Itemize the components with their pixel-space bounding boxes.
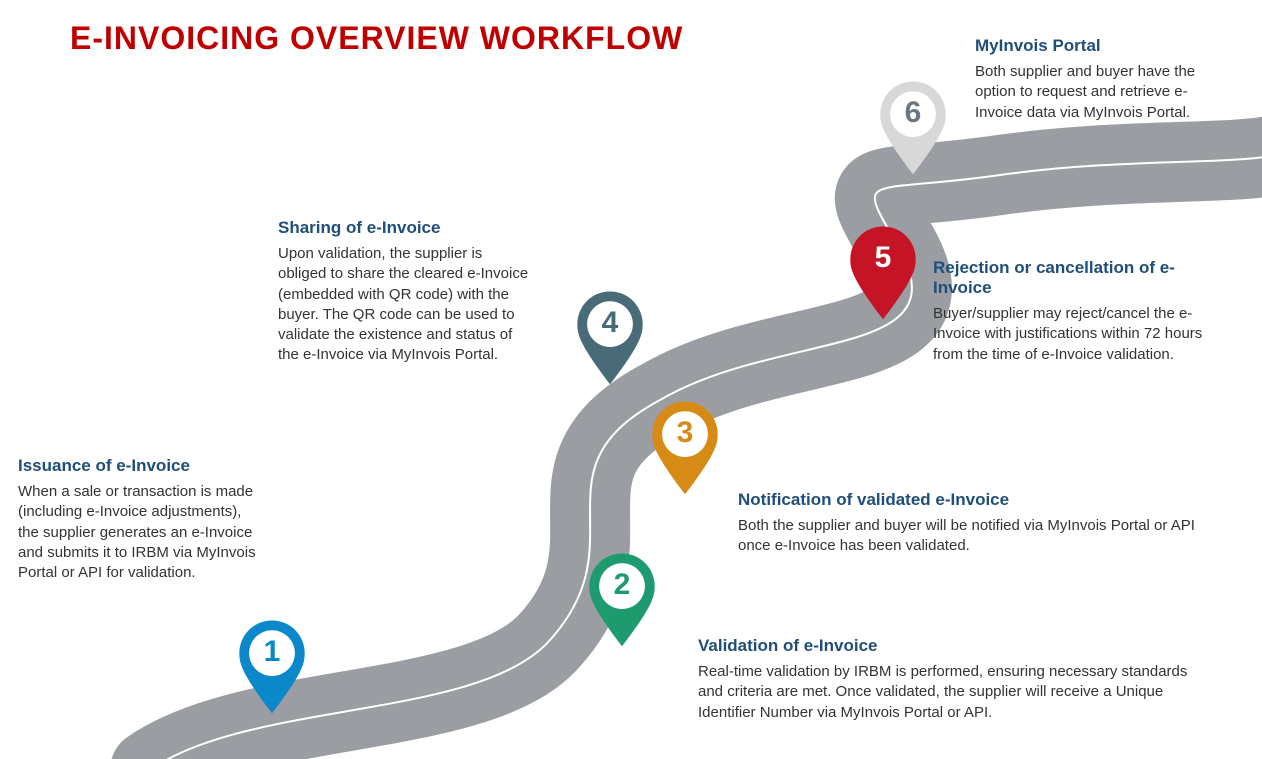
workflow-pin-3: 3 [642,398,728,497]
step-title: Rejection or cancellation of e-Invoice [933,258,1223,298]
step-title: Issuance of e-Invoice [18,456,256,476]
step-title: Sharing of e-Invoice [278,218,533,238]
workflow-step-4: Sharing of e-Invoice Upon validation, the… [278,218,533,366]
workflow-pin-5: 5 [840,223,926,322]
workflow-step-6: MyInvois Portal Both supplier and buyer h… [975,36,1235,123]
page-title: E-INVOICING OVERVIEW WORKFLOW [70,20,683,57]
workflow-step-5: Rejection or cancellation of e-Invoice Bu… [933,258,1223,365]
step-title: Notification of validated e-Invoice [738,490,1198,510]
workflow-pin-4: 4 [567,288,653,387]
workflow-pin-2: 2 [579,550,665,649]
workflow-pin-1: 1 [229,617,315,716]
workflow-step-1: Issuance of e-Invoice When a sale or tran… [18,456,256,583]
workflow-pin-number: 2 [579,568,665,602]
workflow-pin-number: 3 [642,416,728,450]
workflow-pin-number: 6 [870,96,956,130]
step-title: MyInvois Portal [975,36,1235,56]
workflow-pin-number: 5 [840,241,926,275]
step-body: Real-time validation by IRBM is performe… [698,662,1188,723]
step-body: Both the supplier and buyer will be noti… [738,516,1198,557]
step-body: Upon validation, the supplier is obliged… [278,244,533,366]
workflow-pin-6: 6 [870,78,956,177]
workflow-pin-number: 1 [229,635,315,669]
step-body: Buyer/supplier may reject/cancel the e-I… [933,304,1223,365]
step-body: When a sale or transaction is made (incl… [18,482,256,583]
workflow-step-2: Validation of e-Invoice Real-time validat… [698,636,1188,723]
step-title: Validation of e-Invoice [698,636,1188,656]
step-body: Both supplier and buyer have the option … [975,62,1235,123]
workflow-step-3: Notification of validated e-Invoice Both … [738,490,1198,557]
workflow-pin-number: 4 [567,306,653,340]
